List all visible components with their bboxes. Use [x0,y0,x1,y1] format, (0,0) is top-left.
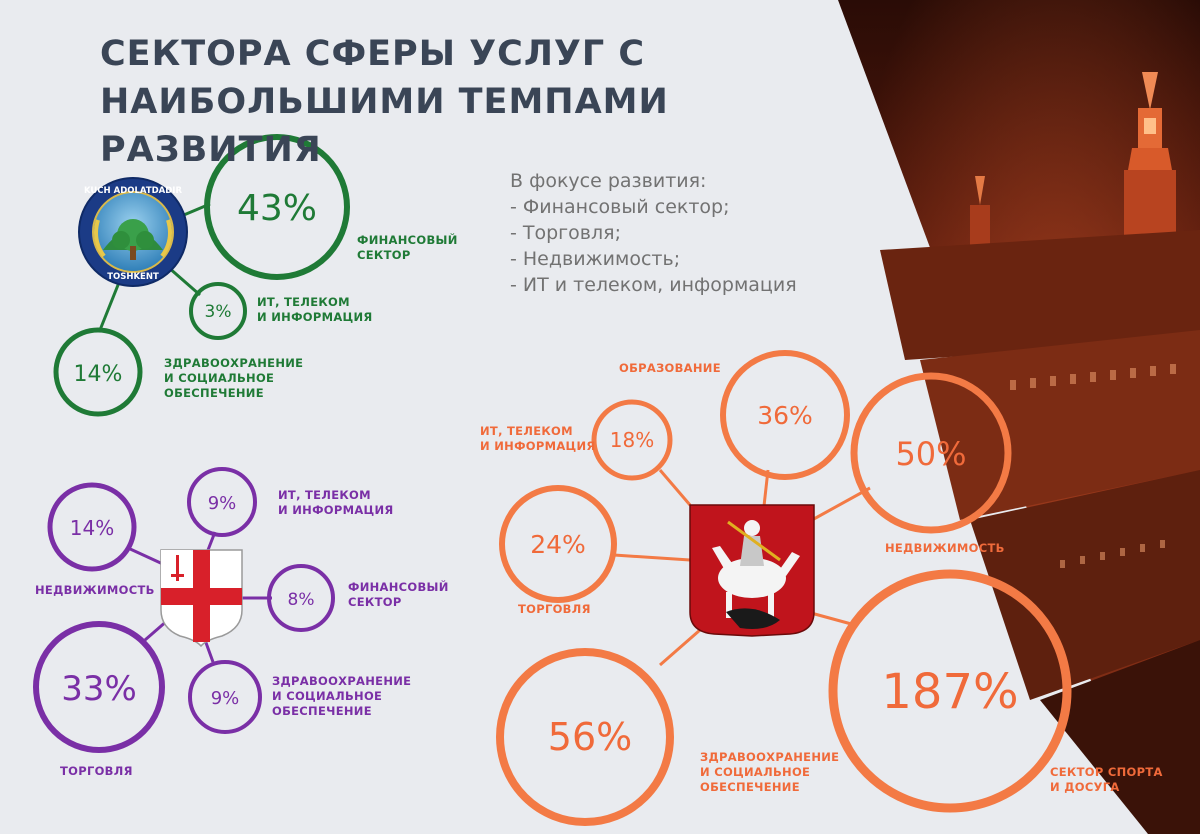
label-line: ИТ, ТЕЛЕКОМ [480,424,573,438]
bubble-trade [499,485,617,603]
label-it-telecom: ИТ, ТЕЛЕКОМ И ИНФОРМАЦИЯ [480,424,596,454]
label-healthcare: ЗДРАВООХРАНЕНИЕ И СОЦИАЛЬНОЕ ОБЕСПЕЧЕНИЕ [164,356,303,401]
connector-line [127,546,166,567]
focus-item: - Недвижимость; [510,248,681,270]
title-line: НАИБОЛЬШИМИ ТЕМПАМИ РАЗВИТИЯ [100,82,669,170]
kremlin-photo-background [838,0,1200,834]
label-line: И СОЦИАЛЬНОЕ [700,765,811,779]
label-line: ОБРАЗОВАНИЕ [619,361,721,375]
bubble-it-telecom [189,282,247,340]
label-line: ЗДРАВООХРАНЕНИЕ [700,750,840,764]
label-line: ФИНАНСОВЫЙ [357,233,458,247]
bubble-financial-sector [204,134,350,280]
focus-list: В фокусе развития: - Финансовый сектор; … [510,168,850,298]
label-line: СЕКТОР СПОРТА [1050,765,1163,779]
label-it-telecom: ИТ, ТЕЛЕКОМ И ИНФОРМАЦИЯ [257,295,373,325]
bubble-trade [33,621,165,753]
label-line: И ДОСУГА [1050,780,1120,794]
bubble-real-estate [850,372,1012,534]
bubble-it-telecom [187,467,257,537]
london-group [33,467,335,753]
label-line: ИТ, ТЕЛЕКОМ [257,295,350,309]
value-real-estate: 14% [70,516,114,540]
bubble-it-telecom [591,399,673,481]
label-education: ОБРАЗОВАНИЕ [619,361,721,376]
label-line: ЗДРАВООХРАНЕНИЕ [272,674,412,688]
bubble-healthcare [496,648,674,826]
label-line: СЕКТОР [357,248,411,262]
label-it-telecom: ИТ, ТЕЛЕКОМ И ИНФОРМАЦИЯ [278,488,394,518]
title-line: СЕКТОРА СФЕРЫ УСЛУГ С [100,34,646,74]
focus-item: - Торговля; [510,222,621,244]
connector-line [658,469,692,506]
label-line: ИТ, ТЕЛЕКОМ [278,488,371,502]
label-line: И ИНФОРМАЦИЯ [278,503,394,517]
label-line: ЗДРАВООХРАНЕНИЕ [164,356,304,370]
bubble-education [720,350,850,480]
label-trade: ТОРГОВЛЯ [518,602,591,617]
value-real-estate: 50% [895,435,966,473]
label-line: НЕДВИЖИМОСТЬ [885,541,1005,555]
label-line: ОБЕСПЕЧЕНИЕ [700,780,800,794]
label-line: И ИНФОРМАЦИЯ [257,310,373,324]
label-line: ФИНАНСОВЫЙ [348,580,449,594]
label-line: ТОРГОВЛЯ [518,602,591,616]
focus-item: - ИТ и телеком, информация [510,274,797,296]
value-education: 36% [757,401,813,430]
value-healthcare: 9% [211,688,240,709]
moscow-coat-of-arms [689,504,815,637]
label-line: И ИНФОРМАЦИЯ [480,439,596,453]
bubble-real-estate [47,482,137,572]
label-line: ТОРГОВЛЯ [60,764,133,778]
label-healthcare: ЗДРАВООХРАНЕНИЕ И СОЦИАЛЬНОЕ ОБЕСПЕЧЕНИЕ [272,674,411,719]
connector-line [613,553,691,562]
connector-line [659,628,701,667]
focus-heading: В фокусе развития: [510,170,707,192]
label-line: ОБЕСПЕЧЕНИЕ [164,386,264,400]
label-line: ОБЕСПЕЧЕНИЕ [272,704,372,718]
value-healthcare: 14% [74,362,123,387]
value-healthcare: 56% [548,715,632,759]
value-it-telecom: 9% [208,493,237,514]
connector-line [203,639,215,663]
label-sport-leisure: СЕКТОР СПОРТА И ДОСУГА [1050,765,1163,795]
label-financial-sector: ФИНАНСОВЫЙ СЕКТОР [357,233,458,263]
label-financial-sector: ФИНАНСОВЫЙ СЕКТОР [348,580,449,610]
label-line: И СОЦИАЛЬНОЕ [272,689,383,703]
label-trade: ТОРГОВЛЯ [60,764,133,779]
bubble-financial-sector [267,564,335,632]
value-it-telecom: 3% [205,302,232,322]
bubble-healthcare [53,327,143,417]
moscow-group [496,350,1072,826]
value-financial-sector: 43% [237,188,317,229]
label-real-estate: НЕДВИЖИМОСТЬ [885,541,1005,556]
label-real-estate: НЕДВИЖИМОСТЬ [35,583,155,598]
connector-line [811,486,871,522]
emblem-text-top: KUCH ADOLATDADIR [84,186,182,196]
value-trade: 33% [61,669,137,709]
label-line: СЕКТОР [348,595,402,609]
london-shield [160,549,243,648]
emblem-text-bottom: TOSHKENT [107,272,159,282]
label-healthcare: ЗДРАВООХРАНЕНИЕ И СОЦИАЛЬНОЕ ОБЕСПЕЧЕНИЕ [700,750,839,795]
focus-item: - Финансовый сектор; [510,196,730,218]
value-financial-sector: 8% [288,590,315,610]
value-sport-leisure: 187% [881,664,1018,720]
value-trade: 24% [530,530,586,559]
label-line: И СОЦИАЛЬНОЕ [164,371,275,385]
bubble-sport-leisure [828,569,1072,813]
tashkent-emblem: KUCH ADOLATDADIR TOSHKENT [78,177,188,287]
bubble-healthcare [188,660,262,734]
value-it-telecom: 18% [610,428,654,452]
label-line: НЕДВИЖИМОСТЬ [35,583,155,597]
page-title: СЕКТОРА СФЕРЫ УСЛУГ С НАИБОЛЬШИМИ ТЕМПАМ… [100,30,860,174]
